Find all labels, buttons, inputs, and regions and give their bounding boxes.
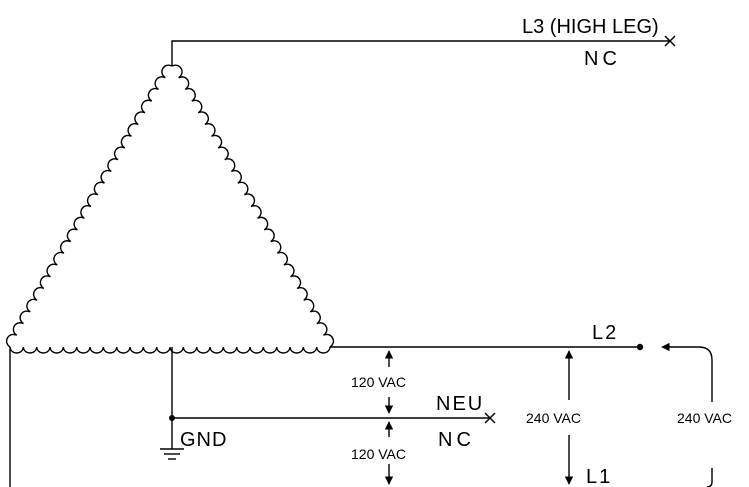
v240-label: 240 VAC	[526, 410, 581, 426]
delta-transformer-coil	[5, 64, 335, 354]
coil-right-side	[171, 64, 335, 348]
ground-symbol	[160, 418, 184, 460]
v120-upper-label: 120 VAC	[351, 374, 406, 390]
l1-label: L1	[586, 466, 612, 487]
nc-neu-label: NC	[438, 429, 475, 451]
neu-label: NEU	[436, 393, 484, 415]
gnd-label: GND	[180, 429, 227, 451]
l2-label: L2	[592, 322, 618, 344]
v120-lower-label: 120 VAC	[351, 446, 406, 462]
l3-label: L3 (HIGH LEG)	[522, 16, 659, 38]
l3-high-leg-wire	[171, 40, 670, 66]
nc-top-label: NC	[584, 48, 621, 70]
coil-left-side	[5, 64, 173, 348]
l2-terminal-dot	[636, 343, 644, 351]
v240-right-bracket-top	[661, 342, 713, 402]
coil-bottom-side	[9, 346, 331, 354]
v240-right-label: 240 VAC	[677, 410, 732, 426]
v240-right-bracket-bottom	[706, 468, 713, 487]
